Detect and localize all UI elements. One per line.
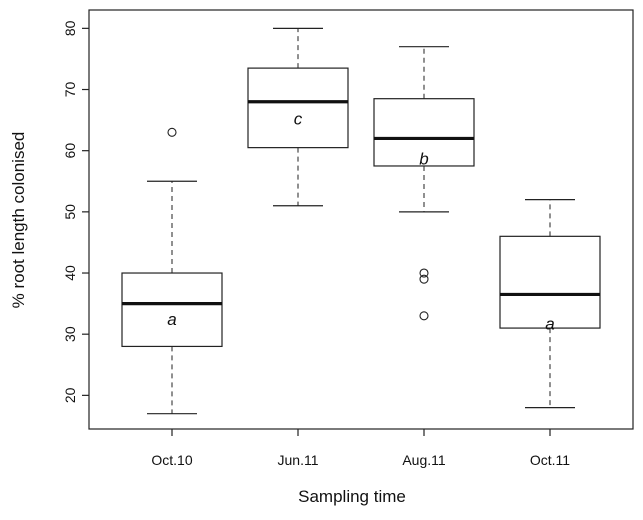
- x-tick-label: Jun.11: [278, 452, 319, 468]
- y-tick-label: 20: [62, 387, 78, 403]
- box-Oct.10: a: [121, 127, 223, 415]
- y-tick-label: 30: [62, 326, 78, 342]
- box-Aug.11: b: [373, 46, 475, 321]
- x-tick-label: Oct.11: [530, 452, 570, 468]
- y-tick-label: 80: [62, 20, 78, 36]
- x-axis-label: Sampling time: [298, 487, 406, 506]
- x-tick-label: Aug.11: [402, 452, 446, 468]
- box-Jun.11: c: [247, 27, 349, 207]
- y-axis-label: % root length colonised: [9, 132, 28, 309]
- group-letter: a: [167, 310, 176, 329]
- y-axis: 20 30 40 50 60 70 80: [62, 20, 89, 403]
- outlier-point: [419, 268, 429, 278]
- group-letter: b: [419, 149, 428, 168]
- iqr-box: [121, 272, 223, 348]
- group-letter: c: [294, 110, 303, 129]
- plot-frame: [88, 9, 634, 430]
- y-tick-label: 60: [62, 143, 78, 159]
- outlier-point: [167, 127, 177, 137]
- box-Oct.11: a: [499, 199, 601, 409]
- y-tick-label: 50: [62, 204, 78, 220]
- outlier-point: [419, 311, 429, 321]
- group-letter: a: [545, 314, 554, 333]
- boxes: a c b a: [121, 27, 601, 415]
- y-tick-label: 40: [62, 265, 78, 281]
- outlier-point: [419, 274, 429, 284]
- iqr-box: [373, 98, 475, 167]
- iqr-box: [499, 235, 601, 329]
- x-axis: Oct.10 Jun.11 Aug.11 Oct.11: [151, 429, 570, 468]
- x-tick-label: Oct.10: [151, 452, 192, 468]
- iqr-box: [247, 67, 349, 149]
- y-tick-label: 70: [62, 82, 78, 98]
